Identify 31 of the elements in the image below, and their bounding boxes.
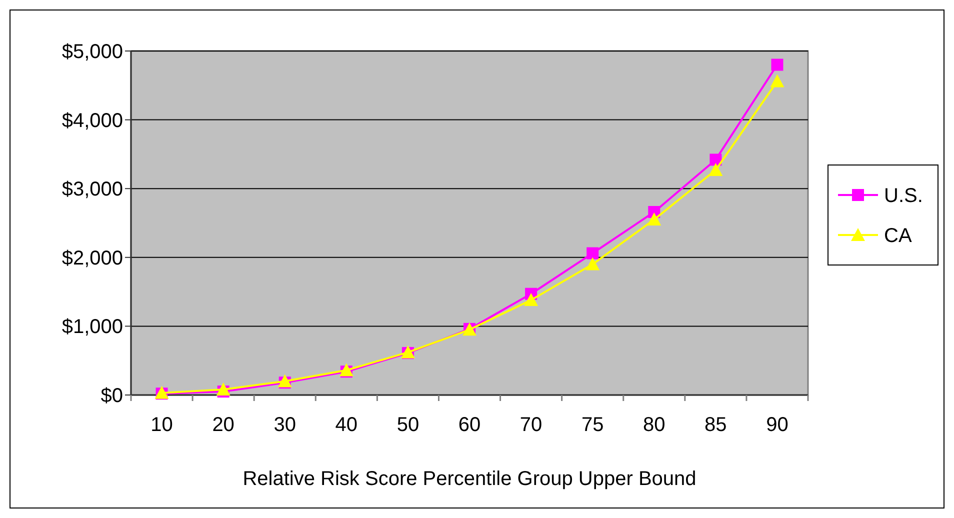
x-tick-label: 85 bbox=[704, 414, 727, 436]
x-tick-label: 10 bbox=[150, 414, 173, 436]
y-tick-label: $3,000 bbox=[62, 178, 123, 201]
y-tick-label: $2,000 bbox=[62, 247, 123, 270]
point bbox=[216, 382, 230, 396]
x-tick-label: 30 bbox=[274, 414, 296, 436]
y-tick-label: $5,000 bbox=[62, 41, 123, 63]
point bbox=[339, 363, 354, 376]
legend-label: CA bbox=[884, 225, 912, 247]
point bbox=[524, 293, 538, 306]
point bbox=[708, 163, 723, 176]
point bbox=[586, 257, 600, 270]
x-tick-label: 80 bbox=[643, 414, 666, 436]
x-tick-label: 70 bbox=[520, 414, 542, 436]
point bbox=[647, 212, 662, 226]
x-axis-title: Relative Risk Score Percentile Group Upper Bound bbox=[242, 468, 696, 490]
point bbox=[710, 154, 722, 166]
y-tick-label: $1,000 bbox=[62, 316, 123, 338]
x-tick-label: 60 bbox=[458, 414, 481, 436]
point bbox=[771, 58, 784, 71]
x-tick-label: 40 bbox=[335, 414, 358, 436]
point bbox=[586, 247, 599, 260]
y-tick-label: $0 bbox=[100, 385, 123, 407]
x-tick-label: 90 bbox=[766, 414, 788, 436]
legend-label: U.S. bbox=[884, 185, 923, 207]
x-tick-label: 75 bbox=[581, 414, 604, 436]
x-tick-label: 50 bbox=[396, 414, 420, 436]
point bbox=[770, 74, 784, 88]
point bbox=[278, 374, 292, 388]
y-tick-label: $4,000 bbox=[62, 110, 123, 132]
x-tick-label: 20 bbox=[212, 414, 234, 436]
